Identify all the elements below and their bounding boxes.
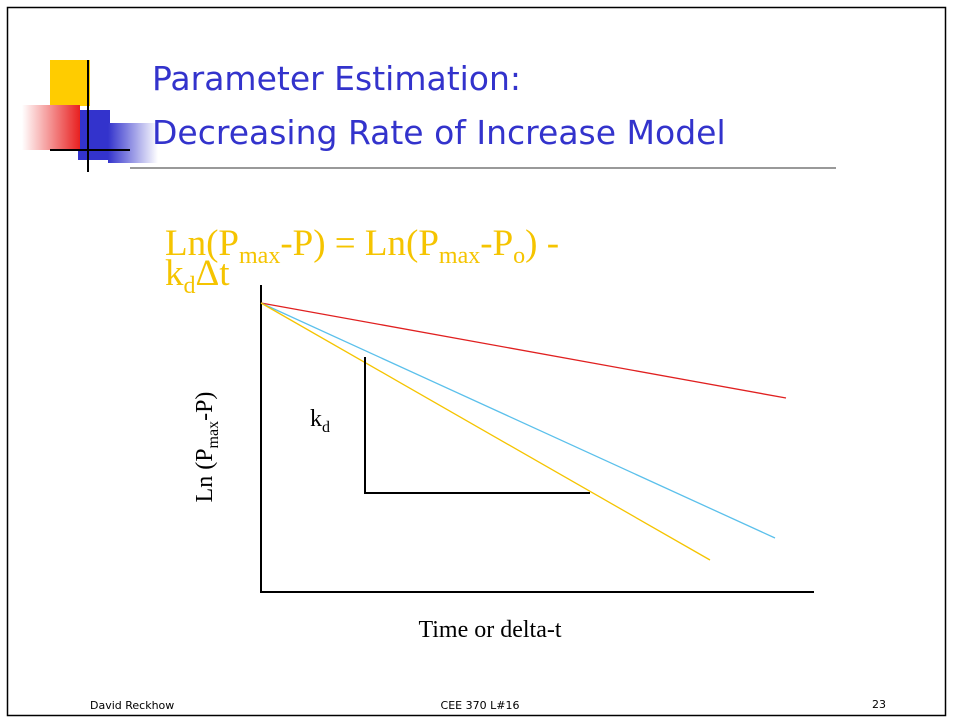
page-number: 23 [872, 698, 886, 711]
x-axis-label: Time or delta-t [418, 617, 561, 643]
equation: Ln(Pmax-P) = Ln(Pmax-Po) - [165, 223, 559, 269]
footer-course: CEE 370 L#16 [441, 699, 520, 712]
footer-author: David Reckhow [90, 699, 174, 712]
title: Decreasing Rate of Increase Model [152, 113, 726, 152]
equation: kdΔt [165, 253, 230, 299]
slide-border [6, 6, 947, 717]
y-axis-label: Ln (Pmax-P) [192, 392, 222, 503]
logo [22, 60, 158, 172]
diagram-lines [260, 285, 814, 593]
slope-label: kd [310, 406, 330, 436]
title: Parameter Estimation: [152, 59, 521, 98]
